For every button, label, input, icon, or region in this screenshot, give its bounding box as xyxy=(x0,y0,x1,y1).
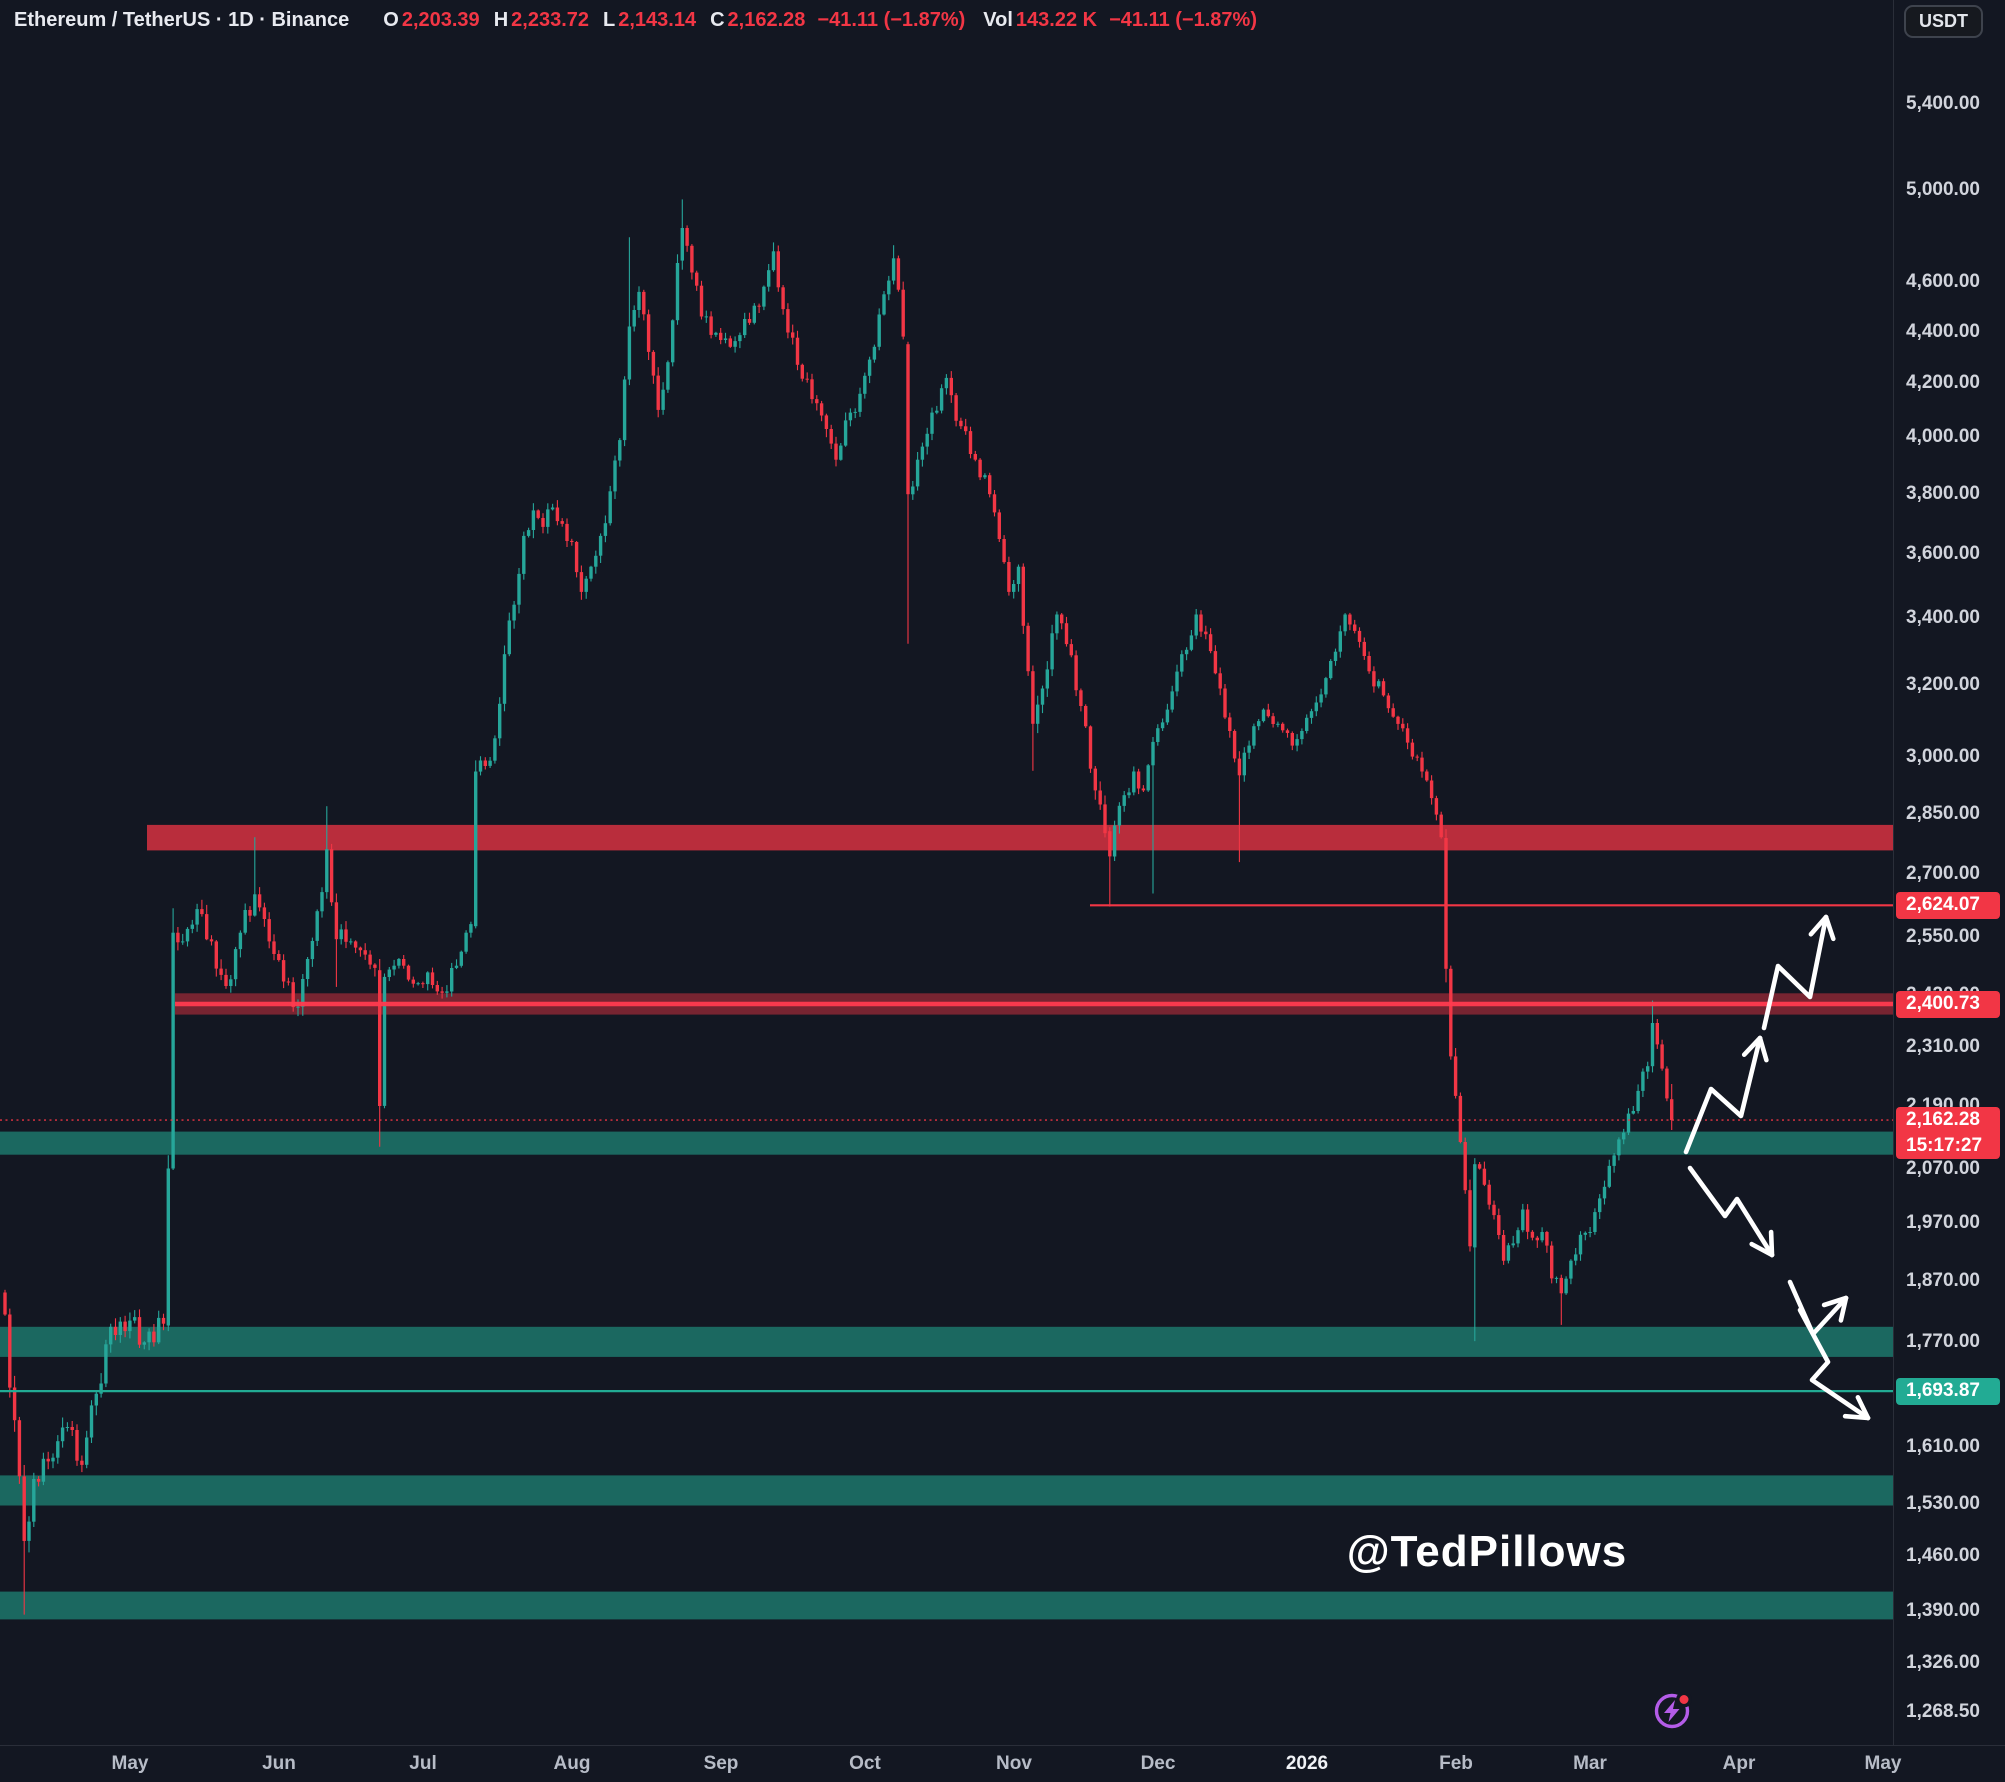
price-tick-label: 1,870.00 xyxy=(1906,1270,1980,1291)
month-tick-label[interactable]: Feb xyxy=(1439,1753,1473,1774)
level-price-tag: 2,624.07 xyxy=(1896,892,2000,919)
demand-zone-1530[interactable] xyxy=(0,1475,1893,1506)
month-tick-label[interactable]: Sep xyxy=(703,1753,739,1774)
candlestick-series xyxy=(3,199,1674,1615)
watermark-text: @TedPillows xyxy=(1346,1527,1628,1576)
tag-price: 2,624.07 xyxy=(1906,894,1980,915)
ohlc-value: 2,233.72 xyxy=(511,8,589,31)
chart-legend-header: Ethereum / TetherUS · 1D · Binance O 2,20… xyxy=(14,7,1257,33)
projection-arrow-down-3[interactable] xyxy=(1797,1307,1871,1421)
price-tick-label: 2,850.00 xyxy=(1906,803,1980,824)
month-tick-label[interactable]: Oct xyxy=(849,1753,881,1774)
symbol-title[interactable]: Ethereum / TetherUS · 1D · Binance xyxy=(14,8,350,31)
ohlc-value: 2,143.14 xyxy=(618,8,697,31)
level-price-tag: 1,693.87 xyxy=(1896,1378,2000,1405)
candlestick-chart-canvas[interactable] xyxy=(0,0,1893,1745)
price-tick-label: 3,400.00 xyxy=(1906,607,1980,628)
projection-arrow-down-2[interactable] xyxy=(1787,1279,1849,1337)
price-tick-label: 1,970.00 xyxy=(1906,1212,1980,1233)
tag-price: 1,693.87 xyxy=(1906,1380,1980,1401)
volume-value: 143.22 K xyxy=(1015,8,1098,31)
time-axis[interactable]: May Jun Jul Aug Sep Oct Nov Dec 2026 Feb Mar Apr May xyxy=(0,1745,2005,1782)
lightning-bolt-icon xyxy=(1664,1700,1680,1722)
month-tick-label[interactable]: Apr xyxy=(1722,1753,1756,1774)
ohlc-values: O 2,203.39 H 2,233.72 L 2,143.14 C 2,162.28 xyxy=(369,9,805,32)
price-tick-label: 1,326.00 xyxy=(1906,1652,1980,1673)
month-tick-label[interactable]: 2026 xyxy=(1285,1753,1329,1774)
price-tick-label: 4,600.00 xyxy=(1906,271,1980,292)
price-tick-label: 3,200.00 xyxy=(1906,674,1980,695)
month-tick-label[interactable]: Aug xyxy=(553,1753,591,1774)
month-tick-label[interactable]: Dec xyxy=(1140,1753,1176,1774)
price-tick-label: 5,000.00 xyxy=(1906,179,1980,200)
price-tick-label: 3,600.00 xyxy=(1906,543,1980,564)
level-price-tag: 2,400.73 xyxy=(1896,991,2000,1018)
price-tick-label: 1,268.50 xyxy=(1906,1701,1980,1722)
tag-price: 2,162.28 xyxy=(1906,1109,1980,1130)
volume-change: −41.11 (−1.87%) xyxy=(1109,8,1257,31)
last-price-tag: 2,162.28 15:17:27 xyxy=(1896,1107,2000,1159)
price-tick-label: 1,770.00 xyxy=(1906,1331,1980,1352)
price-change: −41.11 (−1.87%) xyxy=(817,8,966,31)
projection-arrow-up-2[interactable] xyxy=(1761,914,1836,1031)
price-tick-label: 1,460.00 xyxy=(1906,1545,1980,1566)
price-tick-label: 1,610.00 xyxy=(1906,1436,1980,1457)
price-tick-label: 2,070.00 xyxy=(1906,1158,1980,1179)
price-tick-label: 2,700.00 xyxy=(1906,863,1980,884)
month-tick-label[interactable]: May xyxy=(111,1753,149,1774)
month-tick-label[interactable]: Jun xyxy=(262,1753,296,1774)
price-axis[interactable]: 5,400.00 5,000.00 4,600.00 4,400.00 4,200.00… xyxy=(1893,0,2005,1745)
price-tick-label: 2,310.00 xyxy=(1906,1036,1980,1057)
demand-zone-2100[interactable] xyxy=(0,1131,1893,1155)
demand-zone-1390[interactable] xyxy=(0,1591,1893,1620)
price-tick-label: 1,530.00 xyxy=(1906,1493,1980,1514)
price-tick-label: 1,390.00 xyxy=(1906,1600,1980,1621)
supply-zone-2800[interactable] xyxy=(147,824,1893,851)
notification-dot xyxy=(1676,1691,1692,1708)
tag-price: 2,400.73 xyxy=(1906,993,1980,1014)
price-tick-label: 4,200.00 xyxy=(1906,372,1980,393)
projection-arrow-up-1[interactable] xyxy=(1683,1035,1769,1155)
month-tick-label[interactable]: May xyxy=(1864,1753,1902,1774)
month-tick-label[interactable]: Mar xyxy=(1573,1753,1607,1774)
price-tick-label: 2,550.00 xyxy=(1906,926,1980,947)
ohlc-letter: H xyxy=(493,8,509,31)
price-tick-label: 4,000.00 xyxy=(1906,426,1980,447)
price-tick-label: 5,400.00 xyxy=(1906,93,1980,114)
icon-circle xyxy=(1654,1693,1690,1729)
month-tick-label[interactable]: Nov xyxy=(996,1753,1032,1774)
price-tick-label: 3,000.00 xyxy=(1906,746,1980,767)
bar-countdown: 15:17:27 xyxy=(1906,1135,1983,1156)
month-tick-label[interactable]: Jul xyxy=(409,1753,437,1774)
ohlc-letter: L xyxy=(603,8,616,31)
signal-lightning-icon[interactable] xyxy=(1646,1685,1698,1737)
projection-arrow-down-1[interactable] xyxy=(1687,1165,1775,1258)
price-tick-label: 3,800.00 xyxy=(1906,483,1980,504)
price-tick-label: 4,400.00 xyxy=(1906,321,1980,342)
ohlc-letter: C xyxy=(710,8,725,31)
currency-toggle-button[interactable]: USDT xyxy=(1904,5,1983,38)
ohlc-letter: O xyxy=(383,8,399,31)
ohlc-value: 2,203.39 xyxy=(401,8,480,31)
demand-zone-1770[interactable] xyxy=(0,1326,1893,1357)
ohlc-value: 2,162.28 xyxy=(727,8,806,31)
volume-label: Vol xyxy=(983,8,1013,31)
chart-plot-area[interactable]: @TedPillows xyxy=(0,0,1893,1745)
